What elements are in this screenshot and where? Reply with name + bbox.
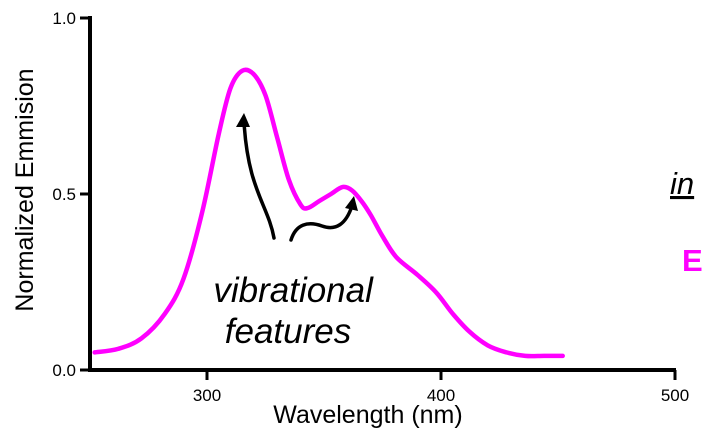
annotation-line-1: vibrational [213, 271, 374, 310]
annotation-text: vibrational features [213, 271, 382, 351]
x-tick-label: 300 [193, 386, 221, 405]
emission-curve [92, 67, 565, 359]
x-ticks: 300 400 500 [193, 370, 689, 405]
arrow-to-second-peak [289, 204, 354, 242]
arrow-head-second-peak [345, 196, 358, 211]
x-axis-title: Wavelength (nm) [273, 401, 462, 429]
x-tick-label: 500 [661, 386, 689, 405]
y-tick-label: 0.5 [52, 185, 76, 204]
annotation-line-2: features [225, 312, 351, 351]
series-layer [92, 67, 565, 359]
arrow-to-first-peak [242, 120, 276, 240]
y-tick-label: 1.0 [52, 9, 76, 28]
y-tick-label: 0.0 [52, 361, 76, 380]
arrow-head-first-peak [236, 113, 250, 127]
y-axis-title: Normalized Emmision [11, 68, 39, 311]
x-tick-label: 400 [427, 386, 455, 405]
partial-text-line1: in [670, 166, 694, 201]
y-ticks: 0.0 0.5 1.0 [52, 9, 90, 380]
annotation-arrows [236, 113, 358, 242]
partial-text-line2: E [682, 243, 703, 278]
